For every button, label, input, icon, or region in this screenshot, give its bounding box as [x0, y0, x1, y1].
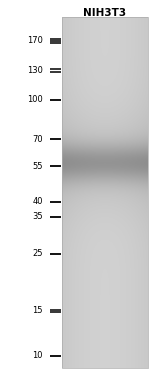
Text: 70: 70 — [32, 135, 43, 144]
Text: 35: 35 — [32, 212, 43, 221]
Text: 170: 170 — [27, 36, 43, 45]
Text: 15: 15 — [32, 306, 43, 315]
Text: 40: 40 — [32, 197, 43, 206]
Text: 55: 55 — [32, 162, 43, 171]
Text: 25: 25 — [32, 250, 43, 258]
Text: 130: 130 — [27, 66, 43, 75]
Text: 100: 100 — [27, 95, 43, 104]
Text: 10: 10 — [32, 351, 43, 360]
Bar — [62, 17, 148, 368]
Text: NIH3T3: NIH3T3 — [83, 8, 127, 18]
